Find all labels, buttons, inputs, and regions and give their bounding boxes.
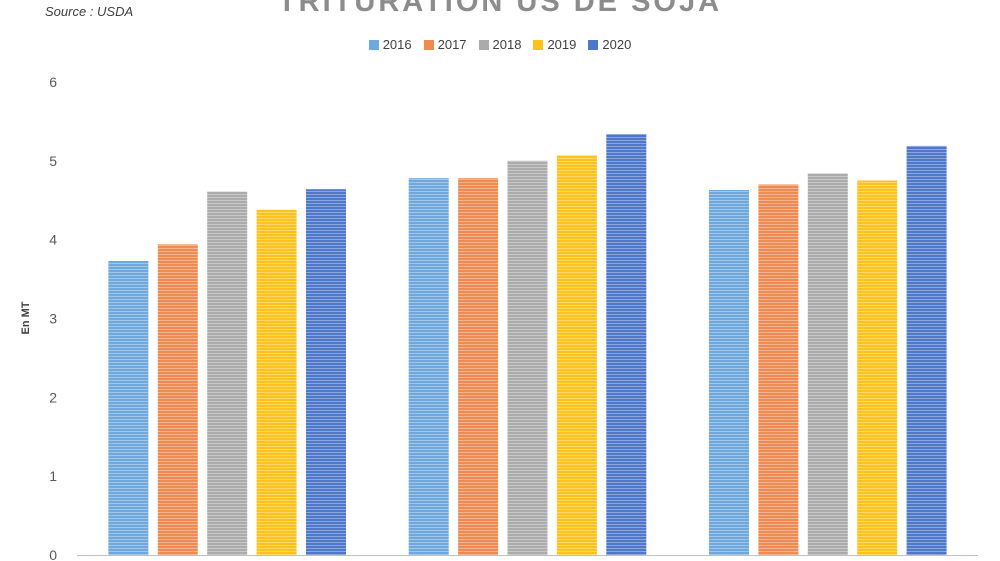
legend: 2016 2017 2018 2019 2020 [0, 37, 1000, 52]
y-tick-label: 3 [49, 311, 57, 327]
legend-swatch-2018 [478, 39, 489, 50]
legend-item-2016: 2016 [368, 37, 412, 52]
bar-2017-group-3 [758, 184, 799, 555]
legend-item-2019: 2019 [533, 37, 576, 52]
legend-swatch-2016 [368, 39, 379, 50]
y-tick-label: 4 [49, 232, 57, 248]
bar-2020-group-2 [606, 134, 647, 555]
bar-2018-group-3 [807, 173, 848, 555]
legend-label-2018: 2018 [492, 37, 522, 52]
bar-2020-group-3 [906, 145, 947, 555]
legend-label-2020: 2020 [602, 37, 632, 52]
bar-2018-group-2 [507, 160, 548, 556]
legend-item-2020: 2020 [588, 37, 631, 52]
chart-title: TRITURATION US DE SOJA [277, 0, 723, 18]
bar-2020-group-1 [306, 189, 346, 555]
bars [108, 134, 947, 556]
y-tick-label: 6 [49, 74, 57, 90]
y-tick-label: 0 [49, 547, 57, 561]
y-tick-label: 5 [49, 153, 57, 169]
y-tick-label: 1 [49, 468, 57, 484]
source-note: Source : USDA [45, 4, 134, 19]
legend-swatch-2019 [533, 39, 544, 50]
legend-item-2018: 2018 [478, 37, 522, 52]
bar-2019-group-3 [857, 180, 898, 555]
legend-label-2019: 2019 [547, 37, 577, 52]
y-tick-label: 2 [49, 389, 57, 405]
bar-2016-group-3 [709, 190, 749, 555]
bar-2018-group-1 [207, 191, 248, 555]
legend-item-2017: 2017 [423, 37, 467, 52]
y-axis-ticks: 0 1 2 3 4 5 6 [49, 74, 57, 561]
bar-2016-group-1 [108, 261, 149, 555]
legend-label-2016: 2016 [382, 37, 412, 52]
legend-swatch-2020 [588, 39, 599, 50]
bar-2017-group-2 [458, 178, 499, 555]
bar-2019-group-1 [256, 209, 297, 555]
bar-2019-group-2 [556, 155, 597, 556]
bar-2016-group-2 [408, 178, 449, 555]
bar-2017-group-1 [157, 244, 198, 555]
legend-swatch-2017 [423, 39, 434, 50]
legend-label-2017: 2017 [437, 37, 467, 52]
